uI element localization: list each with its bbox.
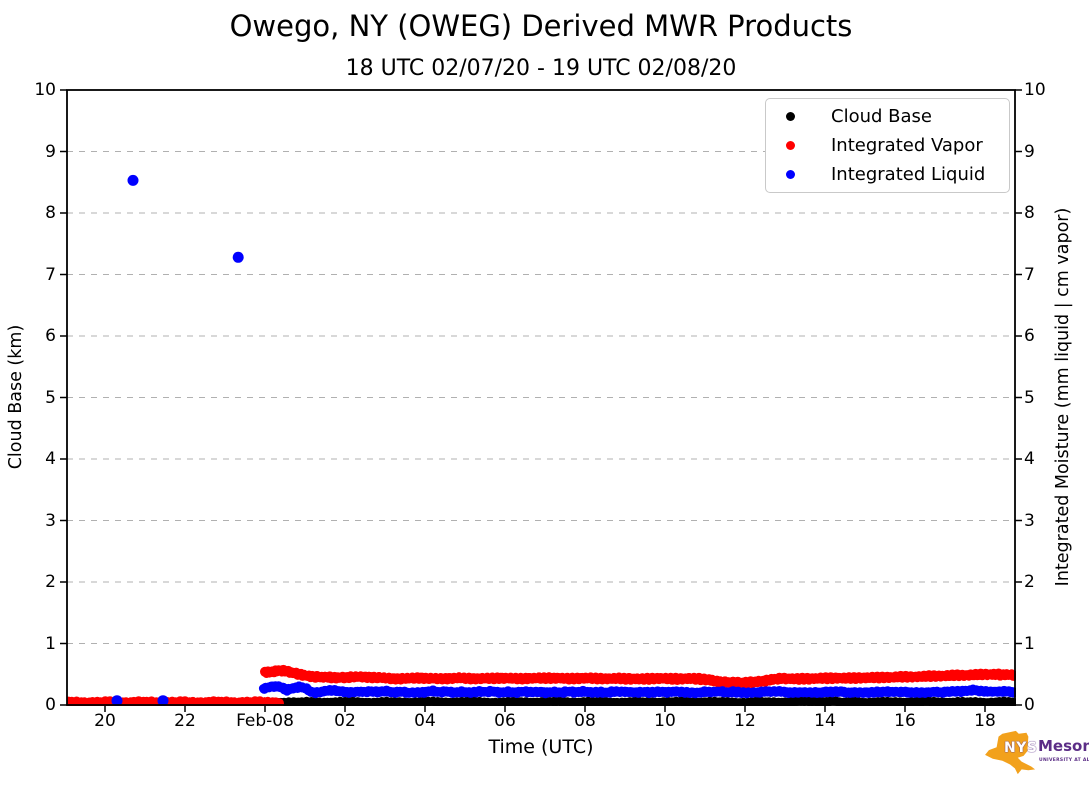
y-tick-label-right: 4 bbox=[1024, 449, 1035, 469]
x-axis-label: Time (UTC) bbox=[488, 736, 594, 758]
cloud-base-marker-icon bbox=[786, 112, 795, 121]
y-tick-label-right: 9 bbox=[1024, 141, 1035, 162]
y-tick-label-right: 8 bbox=[1024, 203, 1035, 223]
legend-box: Cloud Base Integrated Vapor Integrated L… bbox=[765, 98, 1010, 193]
nys-mesonet-logo: NYS Mesonet UNIVERSITY AT ALBANY bbox=[983, 728, 1089, 784]
x-tick-label: 20 bbox=[94, 711, 116, 731]
y-tick-label-right: 7 bbox=[1024, 264, 1035, 285]
y-tick-label-left: 8 bbox=[45, 203, 56, 223]
x-tick-label: 08 bbox=[574, 711, 596, 731]
y-tick-label-left: 0 bbox=[45, 695, 56, 715]
y-tick-label-left: 9 bbox=[45, 141, 56, 162]
chart-title: Owego, NY (OWEG) Derived MWR Products bbox=[229, 9, 853, 43]
logo-mesonet-text: Mesonet bbox=[1038, 737, 1089, 755]
y-tick-label-left: 1 bbox=[45, 633, 56, 654]
logo-tagline-text: UNIVERSITY AT ALBANY bbox=[1039, 758, 1089, 763]
x-tick-label: Feb-08 bbox=[236, 711, 294, 731]
plot-frame bbox=[66, 89, 1016, 706]
legend-label: Integrated Liquid bbox=[831, 164, 986, 185]
chart-subtitle: 18 UTC 02/07/20 - 19 UTC 02/08/20 bbox=[345, 56, 737, 81]
series-integrated-vapor bbox=[67, 664, 1016, 706]
y-tick-label-right: 3 bbox=[1024, 510, 1035, 531]
y-tick-label-left: 3 bbox=[45, 510, 56, 531]
plot-area bbox=[60, 89, 1022, 712]
y-tick-label-right: 1 bbox=[1024, 633, 1035, 654]
x-tick-label: 16 bbox=[894, 711, 916, 731]
y-tick-label-left: 6 bbox=[45, 326, 56, 346]
x-tick-label: 14 bbox=[814, 711, 836, 731]
x-tick-label: 18 bbox=[974, 711, 996, 731]
integrated-vapor-marker-icon bbox=[786, 141, 795, 150]
legend-item-cloud-base: Cloud Base bbox=[766, 102, 1009, 131]
x-tick-label: 02 bbox=[334, 711, 356, 731]
gridlines bbox=[67, 150, 1015, 645]
y-tick-label-left: 10 bbox=[34, 80, 56, 100]
y-tick-label-left: 2 bbox=[45, 572, 56, 592]
integrated-liquid-marker-icon bbox=[786, 170, 795, 179]
logo-nys-text: NYS bbox=[1004, 740, 1038, 756]
y-tick-label-right: 5 bbox=[1024, 387, 1035, 408]
x-tick-label: 12 bbox=[734, 711, 756, 731]
y-tick-label-left: 5 bbox=[45, 387, 56, 408]
y-tick-label-left: 4 bbox=[45, 449, 56, 469]
x-tick-label: 06 bbox=[494, 711, 516, 731]
x-tick-label: 22 bbox=[174, 711, 196, 731]
series-cloud-base bbox=[259, 696, 1016, 706]
axis-ticks bbox=[60, 89, 1022, 712]
x-tick-label: 10 bbox=[654, 711, 676, 731]
legend-item-integrated-liquid: Integrated Liquid bbox=[766, 160, 1009, 189]
legend-label: Cloud Base bbox=[831, 106, 932, 127]
legend-item-integrated-vapor: Integrated Vapor bbox=[766, 131, 1009, 160]
y-tick-label-right: 6 bbox=[1024, 326, 1035, 346]
legend-label: Integrated Vapor bbox=[831, 135, 983, 156]
ny-state-icon bbox=[985, 730, 1036, 775]
y-tick-label-right: 10 bbox=[1024, 80, 1046, 100]
series-integrated-liquid bbox=[111, 174, 1016, 706]
x-tick-label: 04 bbox=[414, 711, 436, 731]
y-tick-label-right: 2 bbox=[1024, 572, 1035, 592]
y-tick-label-left: 7 bbox=[45, 264, 56, 285]
y-tick-label-right: 0 bbox=[1024, 695, 1035, 715]
